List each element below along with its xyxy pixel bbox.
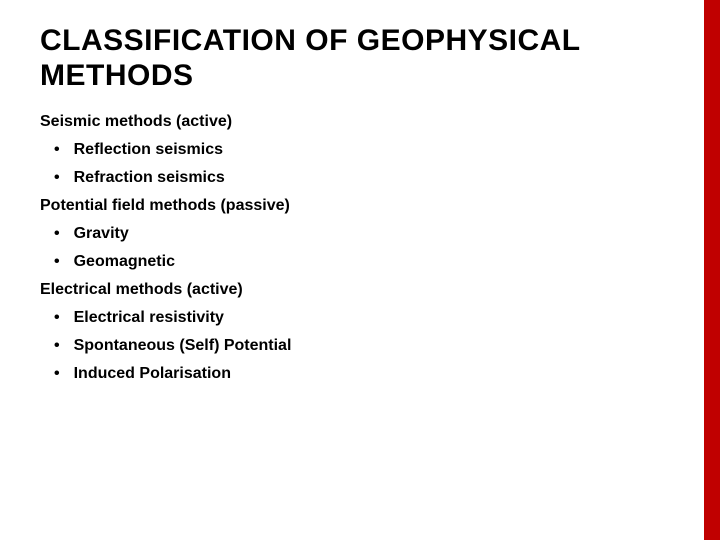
section-heading: Seismic methods (active) — [40, 113, 680, 131]
section-heading: Electrical methods (active) — [40, 281, 680, 299]
list-item-text: Electrical resistivity — [74, 309, 224, 327]
list-item: • Induced Polarisation — [54, 365, 680, 383]
list-item: • Gravity — [54, 225, 680, 243]
slide-content: CLASSIFICATION OF GEOPHYSICAL METHODS Se… — [0, 0, 720, 417]
list-item-text: Induced Polarisation — [74, 365, 231, 383]
section-heading: Potential field methods (passive) — [40, 197, 680, 215]
slide-title: CLASSIFICATION OF GEOPHYSICAL METHODS — [40, 24, 680, 93]
bullet-icon: • — [54, 337, 60, 355]
accent-bar — [704, 0, 720, 540]
list-item-text: Refraction seismics — [74, 169, 225, 187]
list-item-text: Gravity — [74, 225, 129, 243]
list-item: • Electrical resistivity — [54, 309, 680, 327]
bullet-icon: • — [54, 169, 60, 187]
list-item: • Spontaneous (Self) Potential — [54, 337, 680, 355]
bullet-icon: • — [54, 253, 60, 271]
list-item: • Reflection seismics — [54, 141, 680, 159]
list-item: • Refraction seismics — [54, 169, 680, 187]
bullet-icon: • — [54, 141, 60, 159]
bullet-icon: • — [54, 309, 60, 327]
list-item: • Geomagnetic — [54, 253, 680, 271]
bullet-icon: • — [54, 225, 60, 243]
list-item-text: Geomagnetic — [74, 253, 175, 271]
bullet-icon: • — [54, 365, 60, 383]
list-item-text: Reflection seismics — [74, 141, 223, 159]
list-item-text: Spontaneous (Self) Potential — [74, 337, 292, 355]
